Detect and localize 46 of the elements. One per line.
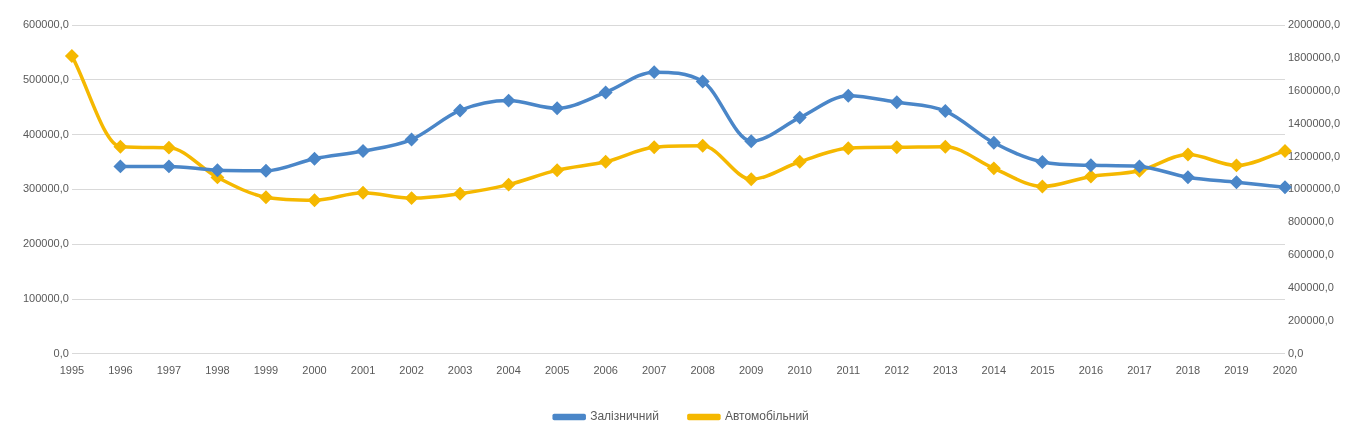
x-tick-label: 1997 <box>156 364 182 377</box>
y2-tick-label: 2000000,0 <box>1288 18 1340 31</box>
x-tick-label: 2010 <box>787 364 812 377</box>
legend-label: Автомобільний <box>724 409 809 424</box>
y-tick-label: 200000,0 <box>22 237 69 250</box>
y2-tick-label: 1600000,0 <box>1288 83 1340 96</box>
x-tick-label: 1995 <box>59 364 85 377</box>
y-tick-label: 100000,0 <box>22 292 69 305</box>
x-tick-label: 2018 <box>1175 364 1201 377</box>
x-tick-label: 2013 <box>933 364 958 377</box>
y-tick-label: 400000,0 <box>22 127 69 140</box>
x-tick-label: 2000 <box>302 364 327 377</box>
x-tick-label: 2014 <box>981 364 1007 377</box>
y2-tick-label: 1400000,0 <box>1288 116 1340 129</box>
x-tick-label: 2011 <box>836 364 861 377</box>
x-tick-label: 2016 <box>1078 364 1104 377</box>
y2-tick-label: 1000000,0 <box>1288 182 1340 195</box>
legend-label: Залізничний <box>590 409 659 424</box>
x-tick-label: 2004 <box>496 364 521 377</box>
y2-tick-label: 800000,0 <box>1288 215 1334 228</box>
x-tick-label: 2005 <box>544 364 570 377</box>
x-tick-label: 2020 <box>1272 364 1298 377</box>
x-tick-label: 1998 <box>205 364 230 377</box>
x-tick-label: 2003 <box>447 364 473 377</box>
x-tick-label: 2006 <box>593 364 618 377</box>
y-tick-label: 0,0 <box>53 346 69 359</box>
y2-tick-label: 0,0 <box>1288 346 1304 359</box>
y-tick-label: 300000,0 <box>22 182 69 195</box>
y-tick-label: 500000,0 <box>22 72 69 85</box>
x-tick-label: 2002 <box>399 364 424 377</box>
x-tick-label: 2001 <box>350 364 376 377</box>
x-tick-label: 1996 <box>108 364 133 377</box>
x-tick-label: 2019 <box>1224 364 1249 377</box>
y2-tick-label: 200000,0 <box>1288 313 1334 326</box>
y-tick-label: 600000,0 <box>22 18 69 31</box>
x-tick-label: 2007 <box>641 364 667 377</box>
x-tick-label: 2008 <box>690 364 715 377</box>
x-tick-label: 1999 <box>253 364 279 377</box>
x-tick-label: 2012 <box>884 364 910 377</box>
y2-tick-label: 1200000,0 <box>1288 149 1340 162</box>
y2-tick-label: 400000,0 <box>1288 281 1334 294</box>
y2-tick-label: 1800000,0 <box>1288 50 1340 63</box>
x-tick-label: 2009 <box>738 364 764 377</box>
y2-tick-label: 600000,0 <box>1288 248 1334 261</box>
x-tick-label: 2015 <box>1030 364 1055 377</box>
x-tick-label: 2017 <box>1127 364 1152 377</box>
